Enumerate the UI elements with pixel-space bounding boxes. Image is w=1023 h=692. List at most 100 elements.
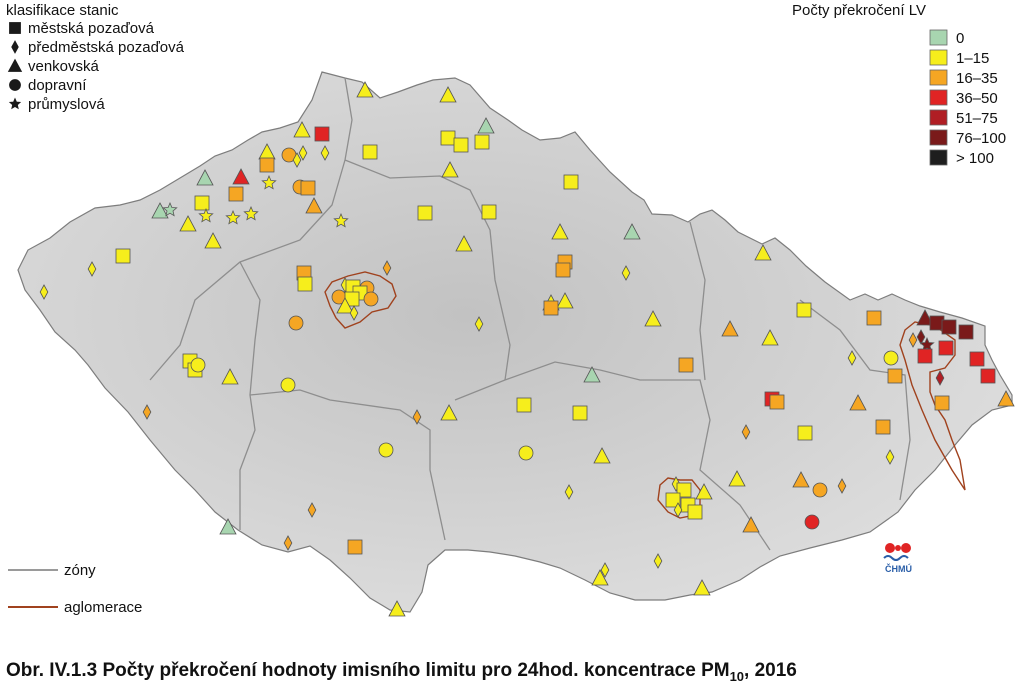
- station-diamond-marker: [741, 424, 751, 440]
- station-triangle-marker: [219, 518, 237, 535]
- station-square-marker: [934, 395, 950, 411]
- station-circle-marker: [288, 315, 304, 331]
- station-square-marker: [543, 300, 559, 316]
- station-square-marker: [687, 504, 703, 520]
- station-diamond-marker: [653, 553, 663, 569]
- station-diamond-marker: [382, 260, 392, 276]
- station-triangle-marker: [151, 202, 169, 219]
- station-circle-marker: [378, 442, 394, 458]
- station-triangle-marker: [742, 516, 760, 533]
- logo-wave-icon: [883, 555, 909, 561]
- station-square-marker: [958, 324, 974, 340]
- station-diamond-marker: [320, 145, 330, 161]
- legend-count-label: 16–35: [956, 70, 998, 87]
- station-triangle-marker: [293, 121, 311, 138]
- station-triangle-marker: [728, 470, 746, 487]
- station-diamond-marker: [908, 332, 918, 348]
- station-square-marker: [980, 368, 996, 384]
- station-square-marker: [115, 248, 131, 264]
- station-square-marker: [555, 262, 571, 278]
- station-square-marker: [259, 157, 275, 173]
- station-triangle-marker: [204, 232, 222, 249]
- station-diamond-marker: [298, 145, 308, 161]
- station-diamond-marker: [564, 484, 574, 500]
- legend-count-swatch: [929, 29, 948, 46]
- station-triangle-marker: [477, 117, 495, 134]
- station-square-marker: [866, 310, 882, 326]
- station-triangle-marker: [997, 390, 1015, 407]
- station-triangle-marker: [623, 223, 641, 240]
- legend-station-type-label: dopravní: [28, 77, 87, 94]
- station-star-marker: [198, 207, 214, 223]
- station-triangle-marker: [455, 235, 473, 252]
- station-triangle-marker: [232, 168, 250, 185]
- figure-caption: Obr. IV.1.3 Počty překročení hodnoty imi…: [6, 660, 797, 684]
- legend-line-agglomeration-label: aglomerace: [64, 599, 142, 616]
- station-square-marker: [769, 394, 785, 410]
- legend-count-swatch: [929, 49, 948, 66]
- legend-count-label: 36–50: [956, 90, 998, 107]
- station-triangle-marker: [196, 169, 214, 186]
- station-triangle-marker: [439, 86, 457, 103]
- station-star-marker: [225, 209, 241, 225]
- station-triangle-marker: [593, 447, 611, 464]
- station-triangle-marker: [356, 81, 374, 98]
- station-square-marker: [572, 405, 588, 421]
- legend-station-type-label: městská pozaďová: [28, 20, 155, 37]
- legend-circle-icon: [9, 79, 21, 91]
- station-square-marker: [676, 482, 692, 498]
- station-diamond-marker: [283, 535, 293, 551]
- station-diamond-marker: [39, 284, 49, 300]
- station-circle-marker: [812, 482, 828, 498]
- legend-station-type-title: klasifikace stanic: [6, 2, 119, 19]
- station-square-marker: [297, 276, 313, 292]
- station-triangle-marker: [693, 579, 711, 596]
- legend-triangle-icon: [7, 58, 23, 72]
- legend-star-icon: [8, 97, 22, 110]
- zone-boundaries: [149, 77, 911, 551]
- station-square-marker: [417, 205, 433, 221]
- station-square-marker: [969, 351, 985, 367]
- legend-station-type-label: předměstská pozaďová: [28, 39, 185, 56]
- station-triangle-marker: [305, 197, 323, 214]
- station-triangle-marker: [591, 569, 609, 586]
- legend-square-icon: [9, 22, 21, 34]
- station-circle-marker: [280, 377, 296, 393]
- legend-lines: zóny aglomerace: [8, 562, 142, 616]
- station-circle-marker: [804, 514, 820, 530]
- station-diamond-marker: [847, 350, 857, 366]
- station-square-marker: [453, 137, 469, 153]
- station-square-marker: [516, 397, 532, 413]
- station-triangle-marker: [754, 244, 772, 261]
- legend-count-label: > 100: [956, 150, 994, 167]
- legend-count-label: 51–75: [956, 110, 998, 127]
- station-triangle-marker: [388, 600, 406, 617]
- station-circle-marker: [363, 291, 379, 307]
- station-square-marker: [941, 319, 957, 335]
- station-star-marker: [919, 336, 935, 352]
- caption-subscript: 10: [729, 668, 745, 684]
- legend-count-label: 0: [956, 30, 964, 47]
- station-triangle-marker: [792, 471, 810, 488]
- caption-prefix: Obr. IV.1.3 Počty překročení hodnoty imi…: [6, 660, 730, 681]
- station-triangle-marker: [849, 394, 867, 411]
- station-square-marker: [228, 186, 244, 202]
- legend-station-type-label: venkovská: [28, 58, 100, 75]
- logo-dot-icon: [885, 543, 895, 553]
- station-square-marker: [194, 195, 210, 211]
- station-square-marker: [887, 368, 903, 384]
- station-square-marker: [797, 425, 813, 441]
- station-star-marker: [261, 174, 277, 190]
- station-diamond-marker: [837, 478, 847, 494]
- station-diamond-marker: [916, 329, 926, 345]
- chmu-logo: ČHMÚ: [883, 543, 912, 574]
- station-triangle-marker: [644, 310, 662, 327]
- station-triangle-marker: [761, 329, 779, 346]
- station-diamond-marker: [673, 502, 683, 518]
- logo-dot-icon: [895, 545, 901, 551]
- station-square-marker: [563, 174, 579, 190]
- station-triangle-marker: [721, 320, 739, 337]
- station-circle-marker: [883, 350, 899, 366]
- station-circle-marker: [518, 445, 534, 461]
